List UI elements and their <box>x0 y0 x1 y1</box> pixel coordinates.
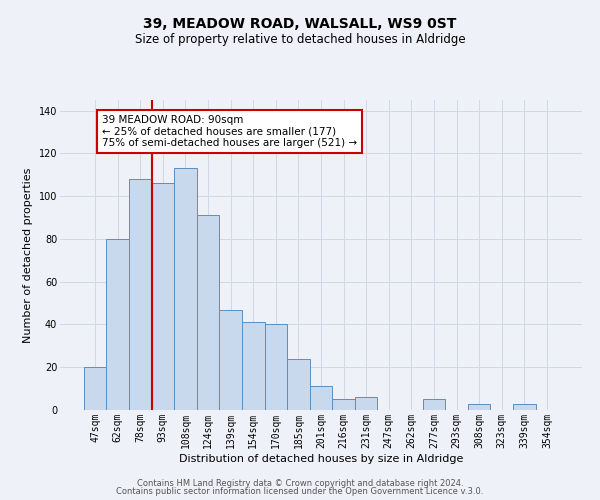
Bar <box>287 358 310 410</box>
Bar <box>129 179 152 410</box>
Text: Contains public sector information licensed under the Open Government Licence v.: Contains public sector information licen… <box>116 487 484 496</box>
Bar <box>422 400 445 410</box>
Text: 39 MEADOW ROAD: 90sqm
← 25% of detached houses are smaller (177)
75% of semi-det: 39 MEADOW ROAD: 90sqm ← 25% of detached … <box>102 115 357 148</box>
Bar <box>242 322 265 410</box>
Bar <box>355 397 377 410</box>
Bar <box>265 324 287 410</box>
Text: 39, MEADOW ROAD, WALSALL, WS9 0ST: 39, MEADOW ROAD, WALSALL, WS9 0ST <box>143 18 457 32</box>
Y-axis label: Number of detached properties: Number of detached properties <box>23 168 33 342</box>
Bar <box>468 404 490 410</box>
Bar <box>220 310 242 410</box>
X-axis label: Distribution of detached houses by size in Aldridge: Distribution of detached houses by size … <box>179 454 463 464</box>
Bar <box>152 184 174 410</box>
Bar <box>197 216 220 410</box>
Bar <box>332 400 355 410</box>
Bar <box>84 367 106 410</box>
Bar <box>174 168 197 410</box>
Text: Size of property relative to detached houses in Aldridge: Size of property relative to detached ho… <box>134 32 466 46</box>
Bar <box>513 404 536 410</box>
Bar <box>106 239 129 410</box>
Text: Contains HM Land Registry data © Crown copyright and database right 2024.: Contains HM Land Registry data © Crown c… <box>137 478 463 488</box>
Bar <box>310 386 332 410</box>
